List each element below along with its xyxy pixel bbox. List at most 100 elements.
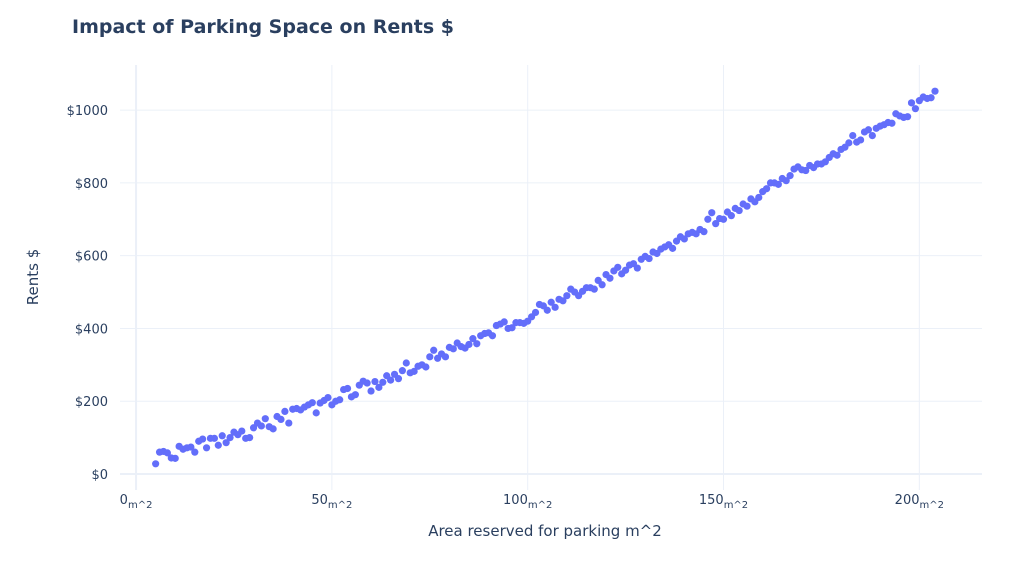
point: [375, 383, 383, 391]
point: [774, 180, 782, 188]
chart-title: Impact of Parking Space on Rents $: [72, 16, 454, 38]
point: [308, 399, 316, 407]
y-tick-value: 200: [83, 395, 108, 410]
point: [508, 324, 516, 332]
point: [312, 409, 320, 417]
x-tick-value: 150: [699, 493, 724, 508]
point: [449, 345, 457, 353]
point: [410, 367, 418, 375]
x-tick-label: 100m^2: [503, 493, 552, 511]
point: [645, 254, 653, 263]
point: [199, 435, 207, 443]
point: [802, 166, 810, 175]
x-tick-label: 50m^2: [311, 493, 352, 511]
point: [473, 340, 481, 348]
point: [336, 396, 344, 404]
y-tick-label: $200: [75, 395, 108, 410]
point: [269, 425, 277, 433]
point: [238, 427, 246, 435]
x-tick-suffix: m^2: [328, 500, 352, 511]
point: [488, 332, 497, 340]
point: [543, 306, 551, 314]
point: [903, 113, 912, 121]
point: [735, 206, 743, 215]
point: [222, 439, 230, 447]
point: [622, 266, 630, 274]
y-tick-prefix: $: [75, 177, 83, 192]
point: [281, 407, 289, 416]
point: [261, 415, 269, 423]
y-tick-prefix: $: [75, 250, 83, 265]
point: [614, 263, 622, 271]
point: [590, 285, 598, 293]
point: [187, 443, 195, 451]
x-tick-suffix: m^2: [724, 500, 748, 511]
y-tick-label: $1000: [67, 104, 108, 119]
x-tick-label: 150m^2: [699, 493, 748, 511]
point: [856, 136, 865, 144]
point: [343, 384, 352, 393]
point: [531, 308, 540, 317]
point: [191, 448, 199, 456]
y-axis-label: Rents $: [24, 249, 42, 306]
point: [700, 228, 708, 236]
point: [277, 415, 285, 424]
point: [598, 281, 606, 289]
y-tick-prefix: $: [67, 104, 75, 119]
point: [285, 419, 293, 427]
point: [927, 94, 935, 102]
point: [786, 172, 794, 180]
x-tick-suffix: m^2: [128, 500, 152, 511]
point: [430, 346, 438, 354]
point: [864, 126, 873, 134]
point: [680, 235, 688, 243]
point: [426, 353, 434, 361]
point: [868, 131, 876, 140]
point: [547, 298, 555, 306]
point: [755, 193, 763, 202]
y-tick-value: 600: [83, 250, 108, 265]
y-tick-label: $800: [75, 177, 108, 192]
point: [849, 131, 857, 140]
point: [551, 303, 559, 311]
point: [719, 215, 728, 223]
point: [782, 177, 790, 185]
y-tick-label: $0: [91, 468, 108, 483]
y-tick-value: 0: [100, 468, 108, 483]
point: [387, 376, 395, 384]
point: [202, 444, 211, 452]
point: [704, 215, 712, 223]
y-tick-prefix: $: [91, 468, 99, 483]
point: [210, 434, 218, 442]
y-tick-prefix: $: [75, 322, 83, 337]
x-tick-label: 200m^2: [895, 493, 944, 511]
point: [907, 99, 916, 107]
point: [218, 432, 226, 440]
point: [669, 244, 677, 252]
point: [363, 379, 371, 387]
point: [379, 378, 387, 386]
point: [833, 151, 841, 159]
y-tick-value: 1000: [75, 104, 108, 119]
point: [469, 335, 477, 343]
point: [559, 297, 567, 305]
point: [371, 377, 379, 386]
point: [911, 105, 920, 113]
point: [633, 264, 641, 272]
x-tick-suffix: m^2: [528, 500, 552, 511]
point: [171, 454, 179, 462]
point: [727, 212, 735, 220]
point: [422, 363, 430, 371]
y-tick-value: 800: [83, 177, 108, 192]
x-tick-label: 0m^2: [120, 493, 153, 511]
point: [500, 318, 508, 326]
point: [888, 119, 896, 127]
point: [163, 449, 171, 457]
point: [931, 87, 939, 95]
point: [606, 274, 614, 282]
x-tick-value: 0: [120, 493, 128, 508]
point: [465, 340, 473, 349]
y-tick-label: $400: [75, 322, 108, 337]
point: [214, 441, 222, 449]
